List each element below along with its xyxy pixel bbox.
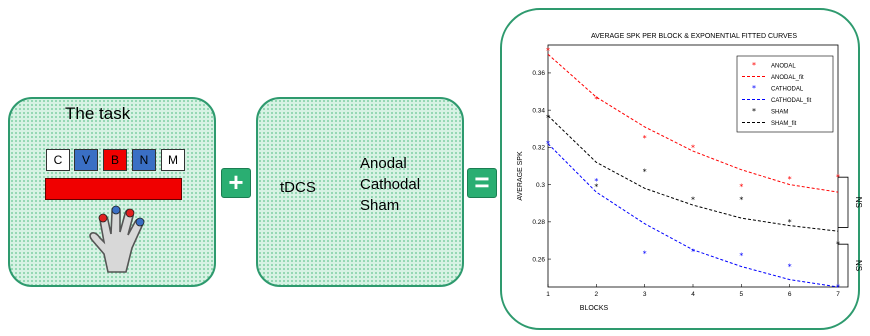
ns-label: NS [854, 197, 863, 208]
legend-entry: ANODAL [771, 63, 796, 69]
fit-curve-cathodal [547, 143, 839, 288]
legend-box [736, 55, 834, 133]
key-c: C [46, 149, 70, 171]
x-tick-label: 2 [595, 291, 599, 298]
key-v: V [74, 149, 98, 171]
data-point-anodal: * [739, 182, 743, 191]
target-bar [45, 178, 182, 200]
task-title: The task [65, 104, 131, 123]
data-point-sham: * [643, 168, 647, 177]
chart-title: AVERAGE SPK PER BLOCK & EXPONENTIAL FITT… [591, 33, 797, 40]
data-point-sham: * [836, 240, 840, 249]
legend-entry: CATHODAL_fit [771, 98, 812, 104]
data-point-anodal: * [788, 175, 792, 184]
condition-sham: Sham [360, 197, 400, 214]
data-point-sham: * [691, 196, 695, 205]
tdcs-label: tDCS [280, 179, 316, 196]
condition-anodal: Anodal [360, 155, 407, 172]
data-point-sham: * [788, 218, 792, 227]
condition-cathodal: Cathodal [360, 176, 421, 193]
x-tick-label: 3 [643, 291, 647, 298]
legend-marker: * [752, 84, 756, 93]
x-tick-label: 6 [788, 291, 792, 298]
y-tick-label: 0.36 [532, 70, 545, 77]
data-point-anodal: * [546, 47, 550, 56]
data-point-anodal: * [594, 95, 598, 104]
data-point-cathodal: * [594, 177, 598, 186]
x-tick-label: 1 [546, 291, 550, 298]
legend-entry: SHAM [771, 109, 788, 115]
hand-icon [89, 205, 145, 273]
y-tick-label: 0.32 [532, 145, 545, 152]
data-point-cathodal: * [788, 263, 792, 272]
data-point-anodal: * [691, 143, 695, 152]
x-tick-label: 5 [740, 291, 744, 298]
x-axis-label: BLOCKS [580, 305, 609, 312]
equals-operator: = [467, 168, 497, 198]
key-n: N [132, 149, 156, 171]
legend-entry: SHAM_fit [771, 121, 797, 127]
plus-operator: + [221, 168, 251, 198]
legend-entry: ANODAL_fit [771, 75, 804, 81]
y-tick-label: 0.28 [532, 219, 545, 226]
x-tick-label: 7 [836, 291, 840, 298]
data-point-anodal: * [836, 173, 840, 182]
y-tick-label: 0.26 [532, 256, 545, 263]
tdcs-panel: tDCS Anodal Cathodal Sham [256, 97, 464, 287]
fit-curve-anodal [547, 53, 839, 193]
data-point-sham: * [594, 182, 598, 191]
data-point-cathodal: * [836, 283, 840, 292]
data-point-cathodal: * [643, 249, 647, 258]
y-tick-label: 0.3 [536, 182, 545, 189]
data-point-cathodal: * [739, 251, 743, 260]
legend-marker: * [752, 107, 756, 116]
data-point-anodal: * [643, 134, 647, 143]
significance-bracket [838, 176, 849, 228]
y-axis-label: AVERAGE SPK [517, 151, 524, 201]
key-m: M [161, 149, 185, 171]
task-panel: The task C V B N M [8, 97, 216, 287]
fit-curve-sham [547, 115, 839, 232]
y-tick-label: 0.34 [532, 107, 545, 114]
x-tick-label: 4 [691, 291, 695, 298]
significance-bracket [838, 243, 849, 288]
legend-entry: CATHODAL [771, 86, 804, 92]
data-point-sham: * [546, 114, 550, 123]
data-point-cathodal: * [691, 248, 695, 257]
ns-label: NS [854, 260, 863, 271]
legend-marker: * [752, 61, 756, 70]
key-b: B [103, 149, 127, 171]
data-point-cathodal: * [546, 140, 550, 149]
data-point-sham: * [739, 196, 743, 205]
